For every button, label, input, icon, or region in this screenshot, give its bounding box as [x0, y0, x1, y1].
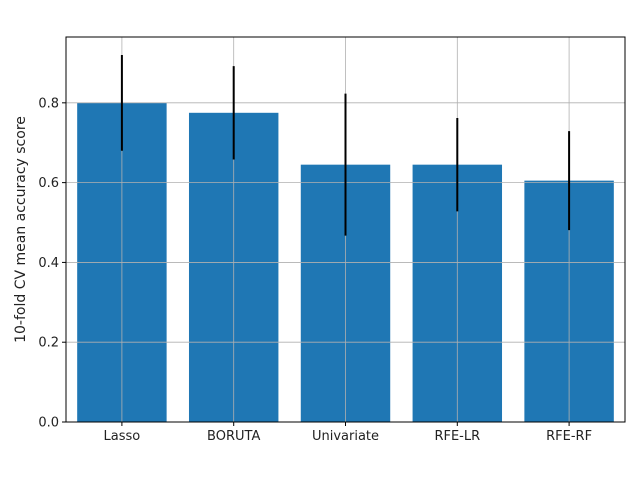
x-tick-label-rfe-rf: RFE-RF	[546, 429, 592, 444]
y-tick-label-2: 0.4	[38, 256, 59, 271]
x-tick-label-rfe-lr: RFE-LR	[434, 429, 480, 444]
x-tick-label-univariate: Univariate	[312, 429, 379, 444]
y-tick-label-4: 0.8	[38, 96, 59, 111]
y-tick-label-0: 0.0	[38, 416, 59, 431]
y-tick-label-1: 0.2	[38, 336, 59, 351]
y-tick-label-3: 0.6	[38, 176, 59, 191]
x-tick-label-lasso: Lasso	[104, 429, 141, 444]
x-axis-ticks: Lasso BORUTA Univariate RFE-LR RFE-RF	[104, 422, 592, 444]
x-tick-label-boruta: BORUTA	[207, 429, 260, 444]
y-axis-label: 10-fold CV mean accuracy score	[13, 116, 29, 343]
y-axis-ticks: 0.0 0.2 0.4 0.6 0.8	[38, 96, 66, 431]
error-bars	[120, 54, 571, 236]
